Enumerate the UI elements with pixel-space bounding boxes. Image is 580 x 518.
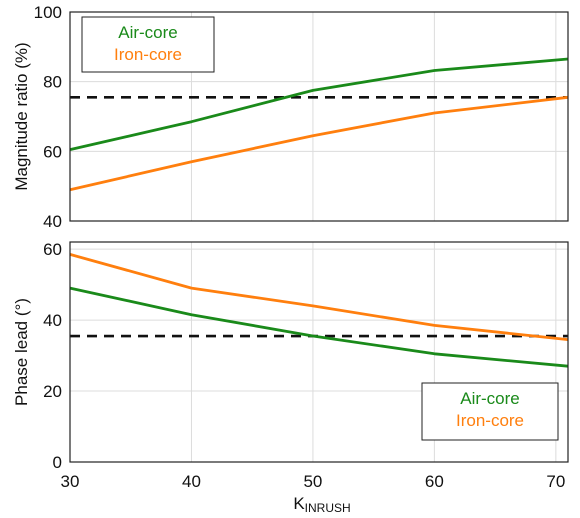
y-tick-label: 20 [43,382,62,401]
legend-entry-iron-core: Iron-core [114,45,182,64]
legend-box [81,16,215,73]
axes-frame [69,11,569,222]
magnitude-ratio-panel: 40 60 80 100 Magnitude ratio (%) Air-core Iron… [12,3,569,231]
series-line-air-core [69,286,569,368]
y-tick-label: 60 [43,240,62,259]
y-axis-label: Magnitude ratio (%) [12,42,31,190]
x-tick-label: 50 [303,472,322,491]
y-tick-label: 40 [43,311,62,330]
x-tick-label: 70 [546,472,565,491]
x-tick-label: 60 [425,472,444,491]
y-tick-label: 100 [34,3,62,22]
legend-entry-air-core: Air-core [460,389,520,408]
series-line-iron-core [69,95,569,192]
legend-box [421,382,559,441]
series-line-air-core [69,57,569,151]
legend-entry-iron-core: Iron-core [456,411,524,430]
y-tick-label: 80 [43,73,62,92]
x-tick-label: 30 [61,472,80,491]
y-tick-label: 0 [53,453,62,472]
phase-lead-panel: 0 20 40 60 30 40 50 60 70 KINRUSH Phase lead (°) Ai… [12,240,569,515]
x-tick-label: 40 [182,472,201,491]
y-tick-label: 60 [43,142,62,161]
y-axis-label: Phase lead (°) [12,298,31,406]
axes-frame [69,241,569,463]
x-axis-label: KINRUSH [293,494,350,515]
y-tick-label: 40 [43,212,62,231]
series-line-iron-core [69,253,569,341]
legend-entry-air-core: Air-core [118,23,178,42]
